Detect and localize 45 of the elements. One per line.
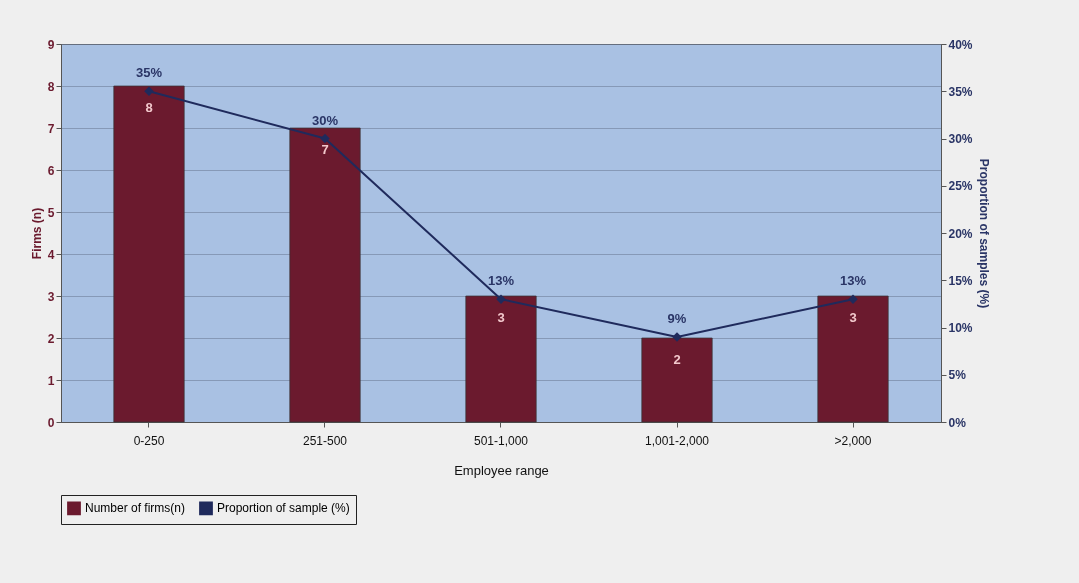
bar [465,295,537,423]
data-label: 3 [849,310,857,325]
y2-tick-label: 20% [948,226,973,241]
y2-tick-label: 5% [948,368,967,383]
data-label: 9% [667,310,687,326]
bar [817,295,889,423]
y-tick-label: 5 [47,205,55,220]
x-axis-title: Employee range [454,462,549,478]
data-label: 3 [497,310,505,325]
y-tick-label: 7 [47,121,55,136]
y2-axis-title: Proportion of samples (%) [976,158,991,309]
legend-label: Number of firms(n) [85,501,186,516]
y-tick-label: 1 [47,373,55,388]
y2-tick-label: 15% [948,273,973,288]
data-label: 13% [487,273,515,289]
y-tick-label: 9 [47,37,55,52]
x-tick-label: 1,001-2,000 [644,433,710,448]
y2-tick-label: 25% [948,179,973,194]
y-tick-label: 8 [47,79,55,94]
data-label: 2 [673,352,681,367]
data-label: 35% [135,65,163,81]
point [320,133,330,144]
y-tick-label: 2 [47,331,55,346]
data-label: 30% [311,112,339,128]
bar [113,85,185,423]
y-tick-label: 4 [47,247,55,262]
y2-tick-label: 35% [948,84,973,99]
y-tick-label: 0 [47,415,55,430]
y-tick-label: 3 [47,289,55,304]
legend-label: Proportion of sample (%) [217,501,350,516]
x-tick-label: >2,000 [834,433,872,448]
data-label: 8 [145,100,153,115]
bar [289,127,361,423]
bar [641,337,713,423]
data-label: 13% [839,273,867,289]
data-label: 7 [321,142,329,157]
x-tick-label: 0-250 [133,433,165,448]
y2-tick-label: 0% [948,415,967,430]
x-tick-label: 251-500 [302,433,348,448]
x-tick-label: 501-1,000 [473,433,529,448]
y2-tick-label: 40% [948,37,973,52]
y2-tick-label: 30% [948,132,973,146]
y2-tick-label: 10% [948,321,973,335]
y-tick-label: 6 [47,163,55,178]
y-axis-title: Firms (n) [29,207,44,260]
